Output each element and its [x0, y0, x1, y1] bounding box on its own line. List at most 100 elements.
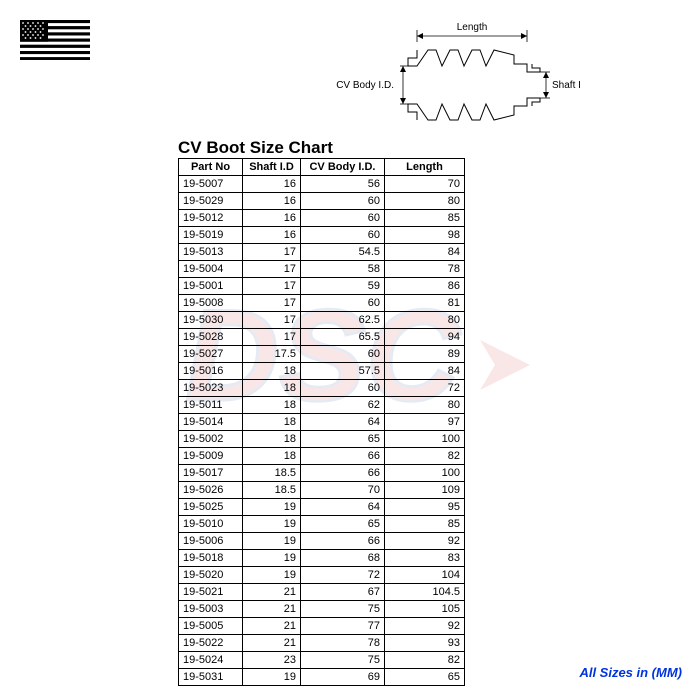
- cell: 84: [385, 244, 465, 261]
- cell: 82: [385, 652, 465, 669]
- cell: 19-5007: [179, 176, 243, 193]
- cell: 19-5021: [179, 584, 243, 601]
- cell: 19-5016: [179, 363, 243, 380]
- cell: 19-5012: [179, 210, 243, 227]
- cell: 19-5020: [179, 567, 243, 584]
- cell: 17: [243, 329, 301, 346]
- body-label: CV Body I.D.: [336, 80, 394, 91]
- table-row: 19-5012166085: [179, 210, 465, 227]
- cell: 19: [243, 516, 301, 533]
- cell: 21: [243, 618, 301, 635]
- table-row: 19-50161857.584: [179, 363, 465, 380]
- cell: 16: [243, 210, 301, 227]
- cell: 77: [301, 618, 385, 635]
- cell: 81: [385, 295, 465, 312]
- cell: 65: [301, 431, 385, 448]
- cell: 19-5017: [179, 465, 243, 482]
- cell: 59: [301, 278, 385, 295]
- length-label: Length: [457, 22, 488, 33]
- cell: 19: [243, 550, 301, 567]
- table-row: 19-502618.570109: [179, 482, 465, 499]
- cell: 19-5027: [179, 346, 243, 363]
- cell: 19-5013: [179, 244, 243, 261]
- cell: 19-5029: [179, 193, 243, 210]
- cell: 17: [243, 261, 301, 278]
- cell: 21: [243, 601, 301, 618]
- cell: 86: [385, 278, 465, 295]
- table-row: 19-501718.566100: [179, 465, 465, 482]
- cell: 100: [385, 465, 465, 482]
- table-row: 19-5029166080: [179, 193, 465, 210]
- cell: 98: [385, 227, 465, 244]
- table-row: 19-5007165670: [179, 176, 465, 193]
- table-row: 19-5025196495: [179, 499, 465, 516]
- cell: 75: [301, 601, 385, 618]
- cell: 64: [301, 499, 385, 516]
- table-row: 19-5022217893: [179, 635, 465, 652]
- cell: 19-5006: [179, 533, 243, 550]
- cell: 70: [301, 482, 385, 499]
- cell: 18: [243, 431, 301, 448]
- cell: 66: [301, 533, 385, 550]
- table-row: 19-5023186072: [179, 380, 465, 397]
- cell: 104.5: [385, 584, 465, 601]
- cell: 64: [301, 414, 385, 431]
- cell: 80: [385, 193, 465, 210]
- size-chart-table: Part No Shaft I.D CV Body I.D. Length 19…: [178, 158, 465, 686]
- cell: 19-5011: [179, 397, 243, 414]
- cell: 94: [385, 329, 465, 346]
- cell: 18: [243, 448, 301, 465]
- table-row: 19-5008176081: [179, 295, 465, 312]
- cell: 72: [301, 567, 385, 584]
- cell: 60: [301, 380, 385, 397]
- cell: 17.5: [243, 346, 301, 363]
- cell: 60: [301, 193, 385, 210]
- cell: 19-5009: [179, 448, 243, 465]
- cell: 21: [243, 635, 301, 652]
- cell: 19-5002: [179, 431, 243, 448]
- cell: 19-5023: [179, 380, 243, 397]
- cell: 68: [301, 550, 385, 567]
- cell: 18: [243, 380, 301, 397]
- cell: 17: [243, 244, 301, 261]
- cell: 16: [243, 176, 301, 193]
- table-row: 19-5004175878: [179, 261, 465, 278]
- table-header-row: Part No Shaft I.D CV Body I.D. Length: [179, 159, 465, 176]
- cell: 19: [243, 567, 301, 584]
- cell: 84: [385, 363, 465, 380]
- cell: 19-5010: [179, 516, 243, 533]
- cell: 21: [243, 584, 301, 601]
- table-row: 19-50032175105: [179, 601, 465, 618]
- cell: 93: [385, 635, 465, 652]
- table-row: 19-50131754.584: [179, 244, 465, 261]
- cell: 19-5028: [179, 329, 243, 346]
- col-cv-body-id: CV Body I.D.: [301, 159, 385, 176]
- cell: 16: [243, 193, 301, 210]
- cell: 16: [243, 227, 301, 244]
- table-row: 19-5031196965: [179, 669, 465, 686]
- table-row: 19-5010196585: [179, 516, 465, 533]
- table-row: 19-5018196883: [179, 550, 465, 567]
- cell: 92: [385, 618, 465, 635]
- cell: 83: [385, 550, 465, 567]
- cell: 67: [301, 584, 385, 601]
- cell: 56: [301, 176, 385, 193]
- table-row: 19-50281765.594: [179, 329, 465, 346]
- cell: 60: [301, 210, 385, 227]
- cell: 85: [385, 516, 465, 533]
- cell: 78: [301, 635, 385, 652]
- table-row: 19-5005217792: [179, 618, 465, 635]
- table-row: 19-5019166098: [179, 227, 465, 244]
- cv-boot-diagram: Length CV Body I.D. Shaft I.D.: [300, 20, 580, 135]
- table-row: 19-50021865100: [179, 431, 465, 448]
- table-row: 19-50301762.580: [179, 312, 465, 329]
- table-row: 19-5006196692: [179, 533, 465, 550]
- table-row: 19-502717.56089: [179, 346, 465, 363]
- cell: 17: [243, 312, 301, 329]
- units-note: All Sizes in (MM): [579, 665, 682, 680]
- cell: 80: [385, 397, 465, 414]
- cell: 80: [385, 312, 465, 329]
- cell: 17: [243, 295, 301, 312]
- cell: 72: [385, 380, 465, 397]
- cell: 19-5024: [179, 652, 243, 669]
